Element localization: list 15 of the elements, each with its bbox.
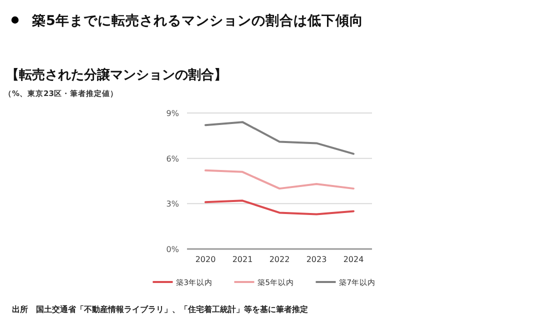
y-tick-label: 3% (166, 200, 180, 209)
y-tick-label: 6% (166, 154, 180, 164)
line-series (204, 200, 354, 216)
y-tick-label: 9% (166, 109, 180, 118)
y-tick-label: 0% (166, 245, 180, 254)
x-tick-label: 2020 (195, 255, 216, 264)
x-tick-label: 2022 (269, 255, 290, 264)
line-series (204, 121, 354, 155)
x-tick-label: 2021 (232, 255, 253, 264)
text: 出所 国土交通省「不動産情報ライブラリ」、「住宅着工統計」等を基に筆者推定 (12, 304, 308, 314)
line-series (204, 169, 354, 190)
x-tick-label: 2023 (306, 255, 327, 264)
x-tick-label: 2024 (343, 255, 364, 264)
chart-subtitle: 【転売された分譲マンションの割合】 (6, 67, 227, 83)
chart-title: 築5年までに転売されるマンションの割合は低下傾向 (31, 12, 364, 29)
